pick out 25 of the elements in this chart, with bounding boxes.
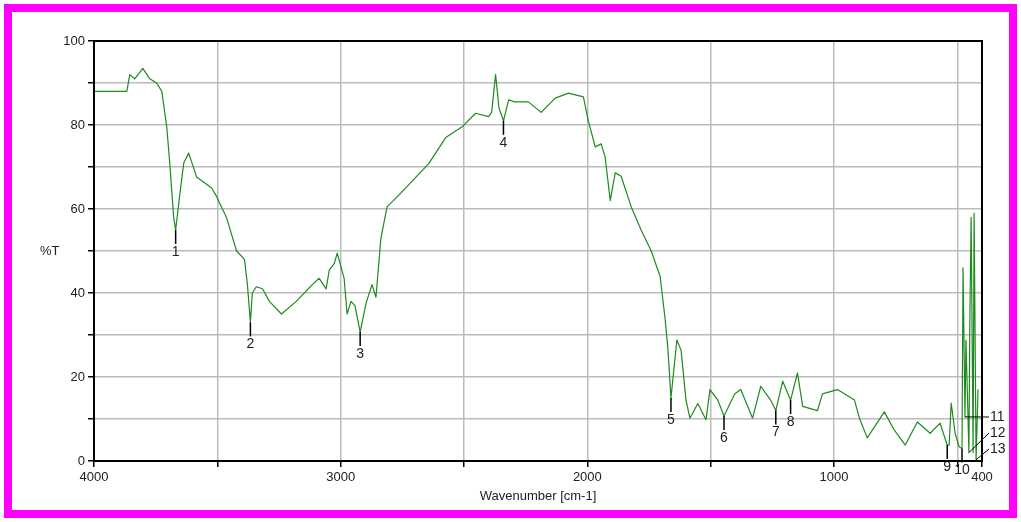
- x-tick-label: 4000: [79, 469, 109, 485]
- x-tick-label: 1000: [819, 469, 849, 485]
- annotation: 6: [720, 428, 729, 445]
- annotation: 10: [954, 461, 971, 478]
- y-tick-label: 0: [77, 452, 85, 468]
- annotation: 12: [990, 423, 1006, 440]
- x-tick-label: 400: [971, 469, 993, 485]
- annotation: 2: [246, 335, 255, 352]
- y-tick-label: 80: [70, 116, 85, 132]
- annotation: 11: [990, 407, 1005, 424]
- y-tick-label: 40: [70, 284, 85, 300]
- annotation: 4: [499, 133, 508, 150]
- annotation: 5: [667, 410, 676, 427]
- y-tick-label: 20: [70, 368, 85, 384]
- x-tick-label: 2000: [572, 469, 602, 485]
- annotation: 7: [771, 423, 780, 440]
- y-tick-label: 100: [63, 32, 85, 48]
- annotation: 8: [786, 412, 795, 429]
- annotation: 1: [171, 242, 180, 259]
- annotation: 3: [356, 344, 365, 361]
- y-axis-title: %T: [40, 242, 60, 258]
- annotation: 13: [990, 439, 1006, 456]
- y-tick-label: 60: [70, 200, 85, 216]
- x-axis-title: Wavenumber [cm-1]: [479, 487, 597, 503]
- x-tick-label: 3000: [326, 469, 356, 485]
